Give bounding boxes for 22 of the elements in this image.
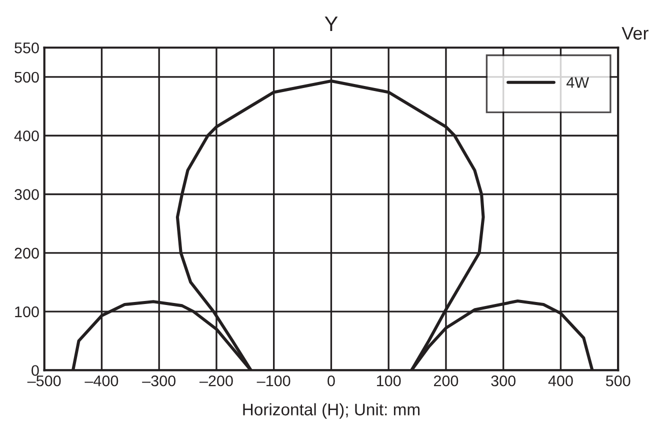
x-tick-label: –300	[142, 375, 176, 386]
text: Ver	[622, 27, 648, 40]
y-tick-label: 100	[15, 306, 39, 318]
x-tick-label: –200	[199, 375, 233, 386]
x-tick-label: 400	[548, 375, 573, 386]
chart-title: Y	[324, 16, 338, 31]
y-tick-label: 200	[14, 248, 39, 259]
y-tick-label: 300	[14, 189, 39, 200]
legend-label: 4W	[566, 77, 590, 88]
y-tick-label: 400	[14, 130, 39, 142]
x-tick-label: 0	[328, 375, 335, 386]
x-tick-label: –100	[256, 375, 290, 386]
x-tick-label: –500	[27, 375, 61, 386]
y-tick-label: 500	[14, 72, 39, 83]
x-tick-label: 200	[434, 375, 458, 386]
y-tick-label: 550	[14, 42, 39, 54]
x-tick-label: 100	[377, 375, 401, 386]
x-axis-title: Horizontal (H); Unit: mm	[243, 403, 420, 419]
y-tick-label: 0	[32, 365, 39, 376]
x-tick-label: 500	[606, 375, 630, 386]
x-tick-label: 300	[491, 375, 516, 386]
x-tick-label: –400	[84, 375, 118, 386]
